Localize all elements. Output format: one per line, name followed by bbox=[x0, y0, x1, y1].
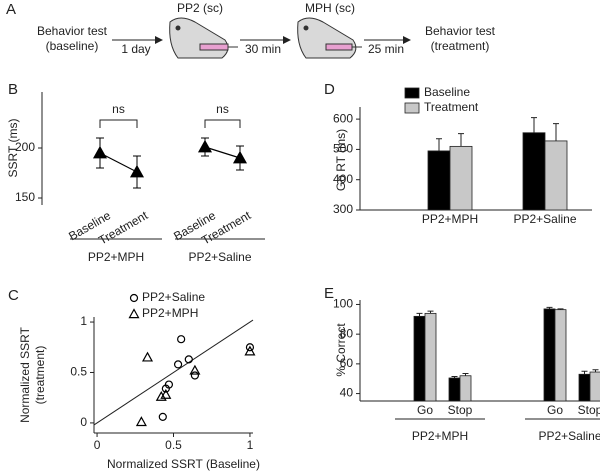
x-tick-label: Stop bbox=[448, 403, 473, 417]
x-axis-label: Normalized SSRT (Baseline) bbox=[107, 457, 260, 471]
bracket bbox=[204, 119, 241, 128]
point bbox=[158, 412, 167, 421]
interval-label: 25 min bbox=[368, 42, 404, 56]
point bbox=[155, 390, 167, 401]
x-tick-label: Go bbox=[547, 403, 563, 417]
legend-label: PP2+Saline bbox=[142, 290, 205, 304]
bar bbox=[427, 150, 451, 211]
group-label: PP2+Saline bbox=[188, 250, 251, 264]
y-tick-label: 300 bbox=[333, 202, 353, 216]
x-tick-label: PP2+Saline bbox=[513, 212, 576, 226]
step-label: (treatment) bbox=[431, 39, 490, 53]
panel-label: E bbox=[324, 285, 334, 302]
y-axis-label: Normalized SSRT bbox=[18, 326, 32, 422]
x-tick-label: Go bbox=[417, 403, 433, 417]
legend-marker bbox=[128, 308, 140, 319]
point bbox=[197, 139, 213, 153]
panel-label: D bbox=[324, 81, 335, 98]
bar bbox=[413, 315, 426, 402]
point bbox=[177, 335, 186, 344]
bar bbox=[554, 309, 567, 402]
error-bar bbox=[436, 138, 442, 151]
y-tick-label: 80 bbox=[340, 326, 354, 340]
point bbox=[160, 388, 172, 399]
bracket bbox=[99, 119, 138, 128]
point bbox=[184, 355, 193, 364]
legend-label: Treatment bbox=[424, 100, 479, 114]
error-bar bbox=[416, 312, 423, 317]
point bbox=[173, 360, 183, 369]
group-label: PP2+Saline bbox=[538, 429, 600, 443]
x-tick-label: PP2+MPH bbox=[422, 212, 478, 226]
y-tick-label: 40 bbox=[340, 386, 354, 400]
panel-label: A bbox=[6, 1, 16, 18]
annotation: ns bbox=[216, 102, 229, 116]
group-label: PP2+MPH bbox=[88, 250, 144, 264]
interval-label: 30 min bbox=[245, 42, 281, 56]
y-tick-label: 60 bbox=[340, 356, 354, 370]
point bbox=[129, 164, 145, 178]
legend-swatch bbox=[404, 102, 420, 114]
y-tick-label: 400 bbox=[333, 172, 353, 186]
y-tick-label: 600 bbox=[333, 111, 353, 125]
step-label: Behavior test bbox=[37, 24, 108, 38]
point bbox=[92, 145, 108, 159]
x-tick-label: 0.5 bbox=[165, 438, 182, 452]
y-tick-label: 0 bbox=[80, 415, 87, 429]
bar bbox=[522, 132, 546, 211]
y-tick-label: 1 bbox=[80, 314, 87, 328]
y-axis-label: % Correct bbox=[334, 323, 348, 377]
point bbox=[161, 384, 170, 393]
legend-swatch bbox=[404, 87, 420, 99]
x-tick-label: Stop bbox=[578, 403, 600, 417]
x-tick-label: 1 bbox=[247, 438, 254, 452]
y-tick-label: 100 bbox=[333, 297, 353, 311]
line bbox=[204, 146, 241, 159]
y-axis-label: Go RT (ms) bbox=[334, 129, 348, 191]
bar bbox=[449, 145, 473, 211]
step-label: Behavior test bbox=[425, 24, 496, 38]
legend-marker bbox=[129, 293, 139, 303]
bar bbox=[589, 371, 600, 402]
y-tick-label: 0.5 bbox=[70, 365, 87, 379]
bar bbox=[578, 373, 591, 402]
line bbox=[99, 152, 138, 173]
injection-label: MPH (sc) bbox=[305, 1, 355, 15]
injection-label: PP2 (sc) bbox=[177, 1, 223, 15]
point bbox=[244, 345, 256, 356]
interval-label: 1 day bbox=[121, 42, 150, 56]
point bbox=[245, 343, 255, 352]
identity-line bbox=[93, 319, 254, 426]
bar bbox=[543, 308, 556, 402]
y-axis-label: (treatment) bbox=[33, 346, 47, 405]
bar bbox=[459, 375, 472, 402]
point bbox=[232, 150, 248, 164]
bar bbox=[544, 140, 568, 211]
error-bar bbox=[553, 123, 559, 141]
error-bar bbox=[458, 133, 464, 147]
bar bbox=[424, 312, 437, 402]
error-bar bbox=[581, 370, 588, 375]
legend-label: PP2+MPH bbox=[142, 306, 198, 320]
point bbox=[189, 364, 201, 375]
legend-label: Baseline bbox=[424, 85, 470, 99]
y-tick-label: 150 bbox=[15, 190, 35, 204]
error-bar bbox=[531, 117, 537, 133]
point bbox=[141, 351, 154, 362]
step-label: (baseline) bbox=[46, 39, 99, 53]
point bbox=[135, 416, 147, 427]
panel-label: C bbox=[8, 287, 19, 304]
y-tick-label: 500 bbox=[333, 142, 353, 156]
annotation: ns bbox=[112, 102, 125, 116]
panel-label: B bbox=[8, 81, 18, 98]
mouse bbox=[297, 17, 362, 59]
mouse bbox=[169, 17, 238, 59]
point bbox=[190, 371, 200, 380]
y-axis-label: SSRT (ms) bbox=[6, 119, 20, 178]
y-tick-label: 200 bbox=[15, 140, 35, 154]
group-label: PP2+MPH bbox=[412, 429, 468, 443]
bar bbox=[448, 377, 461, 402]
x-tick-label: 0 bbox=[94, 438, 101, 452]
